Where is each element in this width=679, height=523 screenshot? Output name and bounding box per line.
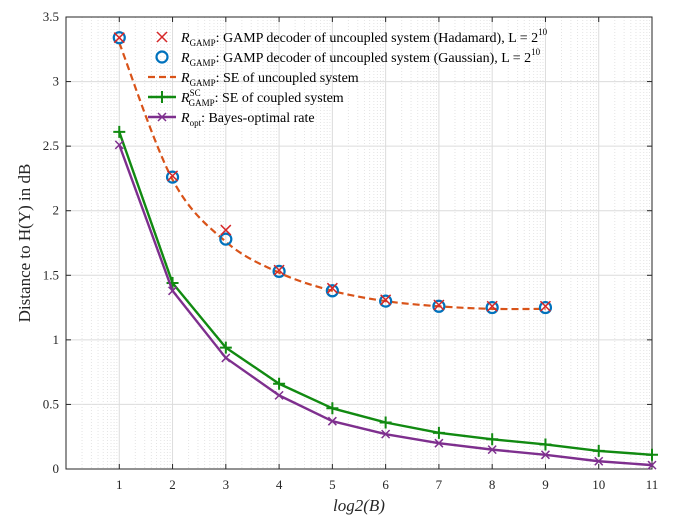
y-tick-label: 0: [53, 461, 60, 476]
plot-frame: [65, 16, 653, 470]
legend-label: Ropt: Bayes-optimal rate: [180, 111, 315, 128]
legend-entry: Ropt: Bayes-optimal rate: [148, 111, 315, 128]
data-point: [273, 264, 285, 276]
series-line: [118, 42, 546, 311]
data-point: [114, 140, 124, 150]
legend-sample-marker: [156, 91, 168, 103]
data-point: [539, 300, 551, 312]
data-point: [219, 232, 233, 246]
x-tick-label: 9: [542, 477, 549, 492]
x-axis-label: log2(B): [333, 496, 385, 515]
axis-ticks: 1 2 3 4 5 6 7 8 9 10 11 0 0.5 1 1.5 2 2.5 3 3.5: [43, 9, 659, 492]
data-point: [112, 31, 126, 45]
y-tick-label: 0.5: [43, 396, 59, 411]
y-tick-label: 3.5: [43, 9, 59, 24]
x-tick-label: 11: [646, 477, 659, 492]
data-point: [594, 456, 604, 466]
legend-sample-marker: [155, 50, 169, 64]
data-point: [168, 286, 178, 296]
data-point: [647, 460, 657, 470]
legend-sample-marker: [156, 31, 168, 43]
data-point: [113, 32, 125, 44]
data-point: [432, 426, 445, 439]
legend-entry: RGAMP: SE of uncoupled system: [148, 71, 359, 88]
data-point: [381, 429, 391, 439]
x-tick-label: 4: [276, 477, 283, 492]
data-point: [646, 448, 658, 461]
x-tick-label: 7: [436, 477, 443, 492]
y-tick-label: 1: [53, 332, 60, 347]
legend-label: RSC GAMP: SE of coupled system: [180, 88, 344, 108]
x-tick-label: 3: [223, 477, 230, 492]
x-tick-label: 1: [116, 477, 123, 492]
data-point: [540, 450, 550, 460]
y-axis-label: Distance to H(Y) in dB: [15, 164, 34, 323]
data-point: [326, 282, 338, 294]
data-point: [327, 416, 337, 426]
data-point: [538, 300, 553, 315]
y-tick-label: 2.5: [43, 138, 59, 153]
data-point: [326, 402, 339, 415]
series-bayes-optimal: [114, 140, 657, 470]
legend-label: RGAMP: GAMP decoder of uncoupled system …: [180, 47, 541, 68]
data-point: [380, 294, 392, 306]
data-point: [486, 433, 499, 446]
data-point: [165, 170, 180, 184]
data-point: [486, 300, 498, 312]
data-point: [487, 445, 497, 455]
data-point: [113, 125, 126, 138]
data-point: [379, 416, 392, 429]
y-tick-label: 3: [53, 74, 60, 89]
legend-entry: RSC GAMP: SE of coupled system: [148, 88, 344, 108]
series-gamp-hadamard: [113, 32, 551, 312]
y-tick-label: 2: [53, 203, 60, 218]
data-point: [274, 390, 284, 400]
x-tick-label: 2: [169, 477, 176, 492]
data-point: [379, 294, 393, 308]
y-tick-label: 1.5: [43, 267, 59, 282]
legend-entry: RGAMP: GAMP decoder of uncoupled system …: [156, 27, 548, 48]
data-point: [167, 170, 179, 182]
data-point: [325, 284, 339, 298]
data-point: [433, 299, 445, 311]
legend-sample-marker: [157, 112, 167, 122]
data-point: [432, 299, 446, 313]
legend-entry: RGAMP: GAMP decoder of uncoupled system …: [155, 47, 541, 68]
legend: RGAMP: GAMP decoder of uncoupled system …: [148, 27, 548, 128]
legend-label: RGAMP: SE of uncoupled system: [180, 71, 359, 88]
data-point: [273, 377, 286, 390]
data-point: [485, 300, 499, 315]
legend-label: RGAMP: GAMP decoder of uncoupled system …: [180, 27, 548, 48]
data-point: [539, 438, 552, 451]
data-point: [221, 353, 231, 363]
series: [112, 31, 658, 470]
series-gamp-gaussian: [112, 31, 553, 315]
x-tick-label: 10: [592, 477, 605, 492]
data-point: [220, 224, 232, 236]
data-point: [219, 341, 232, 354]
x-tick-label: 6: [382, 477, 389, 492]
x-tick-label: 8: [489, 477, 496, 492]
data-point: [434, 438, 444, 448]
data-point: [272, 264, 286, 279]
x-tick-label: 5: [329, 477, 336, 492]
series-se-uncoupled: [118, 42, 546, 311]
data-point: [592, 444, 605, 457]
